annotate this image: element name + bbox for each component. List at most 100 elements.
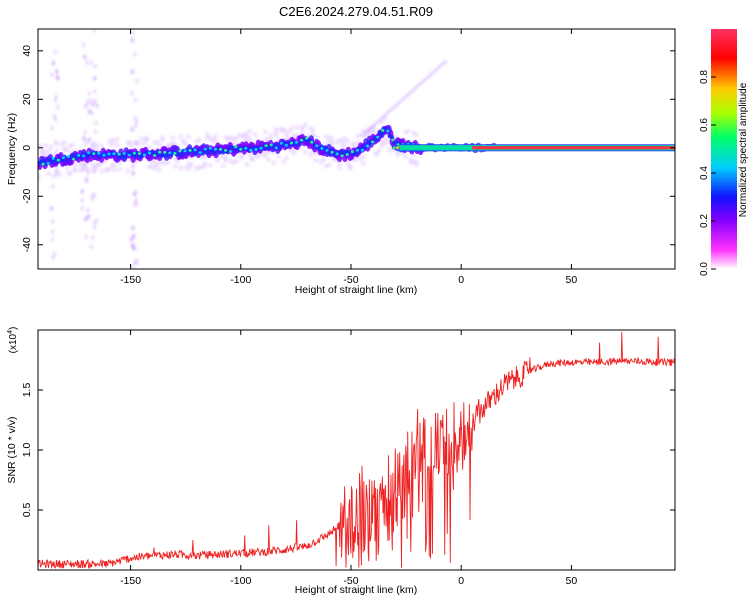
heat-blob <box>97 151 101 155</box>
heat-blob <box>107 152 111 156</box>
heat-blob <box>90 101 94 107</box>
heat-blob <box>205 150 210 156</box>
heat-blob <box>353 151 358 156</box>
heat-blob <box>131 264 135 269</box>
heat-blob <box>279 141 283 145</box>
heat-blob <box>198 151 202 154</box>
heat-blob <box>173 163 178 169</box>
heat-blob <box>249 155 255 161</box>
y-tick-label: 40 <box>21 45 33 57</box>
heat-blob <box>51 219 55 225</box>
heat-blob <box>347 163 353 169</box>
heat-blob <box>337 161 342 167</box>
heat-blob <box>91 142 95 148</box>
heat-blob <box>313 134 319 140</box>
heat-blob <box>188 148 192 152</box>
x-tick-label: 50 <box>566 274 578 286</box>
heat-blob <box>123 155 128 160</box>
heat-blob <box>271 160 276 166</box>
heat-blob <box>370 140 375 144</box>
heat-blob <box>294 140 299 144</box>
heat-blob <box>429 72 433 77</box>
heat-blob <box>84 234 88 240</box>
heat-blob <box>212 134 218 139</box>
heat-blob <box>151 159 157 164</box>
heat-blob <box>386 111 390 115</box>
heat-blob <box>223 158 229 163</box>
heat-blob <box>89 244 93 250</box>
heat-blob <box>186 151 191 156</box>
heat-blob <box>423 78 427 82</box>
heat-blob <box>189 162 194 168</box>
x-tick-label: 0 <box>458 274 464 286</box>
heat-blob <box>389 108 393 112</box>
heat-blob <box>91 169 96 174</box>
heat-blob <box>273 133 279 138</box>
heat-blob <box>406 93 410 97</box>
heat-blob <box>60 158 65 163</box>
heat-blob <box>154 150 159 155</box>
heat-blob <box>173 151 177 155</box>
spectrogram-heat <box>38 29 675 269</box>
heat-blob <box>366 128 370 133</box>
heat-blob <box>76 154 81 157</box>
heat-blob <box>278 145 283 151</box>
snr-panel: -150 -100 -50 0 50 0.5 1.0 1.5 Height of strai… <box>6 327 676 596</box>
heat-blob <box>437 65 441 69</box>
heat-blob <box>51 152 57 157</box>
heat-blob <box>48 144 54 150</box>
heat-blob <box>276 154 282 160</box>
y-tick-label: 0 <box>21 145 33 151</box>
heat-blob <box>409 90 413 94</box>
heat-blob <box>329 135 334 140</box>
heat-blob <box>377 118 381 122</box>
heat-blob <box>310 140 314 144</box>
heat-blob <box>220 163 226 169</box>
heat-blob <box>268 136 274 142</box>
heat-blob <box>53 116 58 122</box>
heat-blob <box>414 85 419 89</box>
heat-blob <box>186 166 192 171</box>
colorbar-ticks: 0.0 0.2 0.4 0.6 0.8 <box>699 70 716 276</box>
heat-blob <box>112 162 118 167</box>
spectrogram-panel: -150 -100 -50 0 50 -40 -20 0 20 40 Height of str… <box>6 28 676 296</box>
heat-blob <box>247 136 252 142</box>
heat-blob <box>132 191 137 197</box>
heat-blob <box>196 137 202 142</box>
heat-blob <box>403 95 407 100</box>
heat-blob <box>93 63 98 69</box>
spectrogram-y-label: Frequency (Hz) <box>6 113 18 185</box>
heat-blob <box>82 154 86 158</box>
heat-blob <box>369 126 373 130</box>
heat-blob <box>330 150 334 154</box>
heat-blob <box>50 125 54 131</box>
heat-blob <box>223 148 228 152</box>
heat-blob <box>193 148 197 152</box>
heat-blob <box>218 147 223 151</box>
heat-blob <box>345 160 350 165</box>
heat-blob <box>213 147 218 151</box>
heat-blob <box>93 75 97 81</box>
heat-blob <box>138 136 144 141</box>
heat-blob <box>127 153 131 157</box>
heat-blob <box>360 154 366 159</box>
heat-blob <box>286 129 292 134</box>
heat-blob <box>252 131 258 137</box>
snr-frame <box>37 329 676 571</box>
heat-blob <box>426 75 430 79</box>
snr-y-label: SNR (10 * v/v) <box>6 416 18 483</box>
heat-blob <box>134 201 139 207</box>
heat-blob <box>164 153 169 158</box>
heat-blob <box>132 153 137 159</box>
heat-blob <box>183 149 187 153</box>
heat-blob <box>130 69 135 75</box>
heat-blob <box>274 146 278 150</box>
heat-blob <box>249 148 253 152</box>
heat-blob <box>345 138 350 144</box>
heat-blob <box>132 151 136 155</box>
heat-blob <box>405 128 411 134</box>
heat-blob <box>54 169 59 174</box>
heat-blob <box>394 103 398 107</box>
heat-blob <box>50 236 55 242</box>
heat-blob <box>204 132 210 137</box>
